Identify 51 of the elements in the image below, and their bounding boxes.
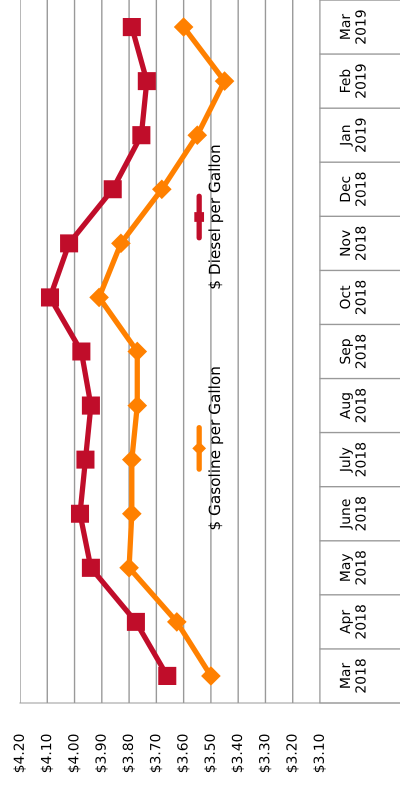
x-tick-label: $3.30 — [258, 734, 272, 772]
x-tick-label: $3.10 — [313, 734, 326, 772]
y-tick-label: Nov 2018 — [340, 226, 366, 260]
x-tick-label: $3.70 — [150, 734, 162, 772]
y-tick-label: Mar 2018 — [340, 659, 366, 693]
x-tick-label: $4.10 — [40, 734, 54, 772]
point — [188, 126, 207, 145]
x-tick-label: $4.20 — [13, 734, 26, 772]
x-tick-label: $3.40 — [231, 734, 244, 772]
y-tick-label: Aug 2018 — [340, 388, 366, 422]
legend-label: $ Diesel per Gallon — [208, 146, 224, 288]
point — [126, 612, 145, 631]
point — [138, 72, 156, 90]
point — [70, 504, 90, 523]
x-tick-label: $3.80 — [122, 734, 135, 772]
x-tick-label: $3.50 — [204, 734, 217, 772]
point — [90, 288, 109, 307]
x-tick-label: $3.20 — [286, 734, 299, 772]
point — [158, 666, 176, 685]
point — [40, 288, 60, 306]
y-tick-label: June 2018 — [340, 497, 366, 530]
x-tick-label: $3.90 — [95, 734, 108, 772]
point — [76, 450, 94, 469]
y-tick-label: Feb 2019 — [339, 64, 366, 98]
y-tick-label: Dec 2018 — [340, 172, 366, 206]
x-tick-label: $4.00 — [68, 734, 80, 772]
y-tick-label: Mar 2019 — [340, 10, 366, 44]
legend-label: $ Gasoline per Gallon — [208, 367, 224, 530]
y-tick-label: Apr 2018 — [340, 605, 366, 639]
point — [104, 180, 122, 198]
point — [120, 558, 139, 578]
point — [167, 612, 186, 632]
x-tick-label: $3.60 — [176, 734, 190, 772]
point — [215, 72, 234, 91]
point — [72, 342, 90, 361]
y-tick-label: July 2018 — [339, 442, 366, 476]
point — [122, 18, 141, 36]
y-tick-label: Sep 2018 — [340, 334, 366, 368]
y-tick-label: May 2018 — [340, 551, 366, 584]
point — [82, 558, 100, 577]
y-tick-label: Jan 2019 — [340, 118, 366, 152]
point — [111, 234, 130, 253]
point — [122, 504, 142, 524]
point — [174, 18, 194, 37]
point — [201, 666, 220, 686]
point — [60, 234, 78, 252]
point — [132, 126, 150, 144]
y-tick-label: Oct 2018 — [340, 280, 366, 314]
point — [82, 396, 100, 415]
point — [152, 180, 172, 199]
point — [128, 396, 147, 416]
